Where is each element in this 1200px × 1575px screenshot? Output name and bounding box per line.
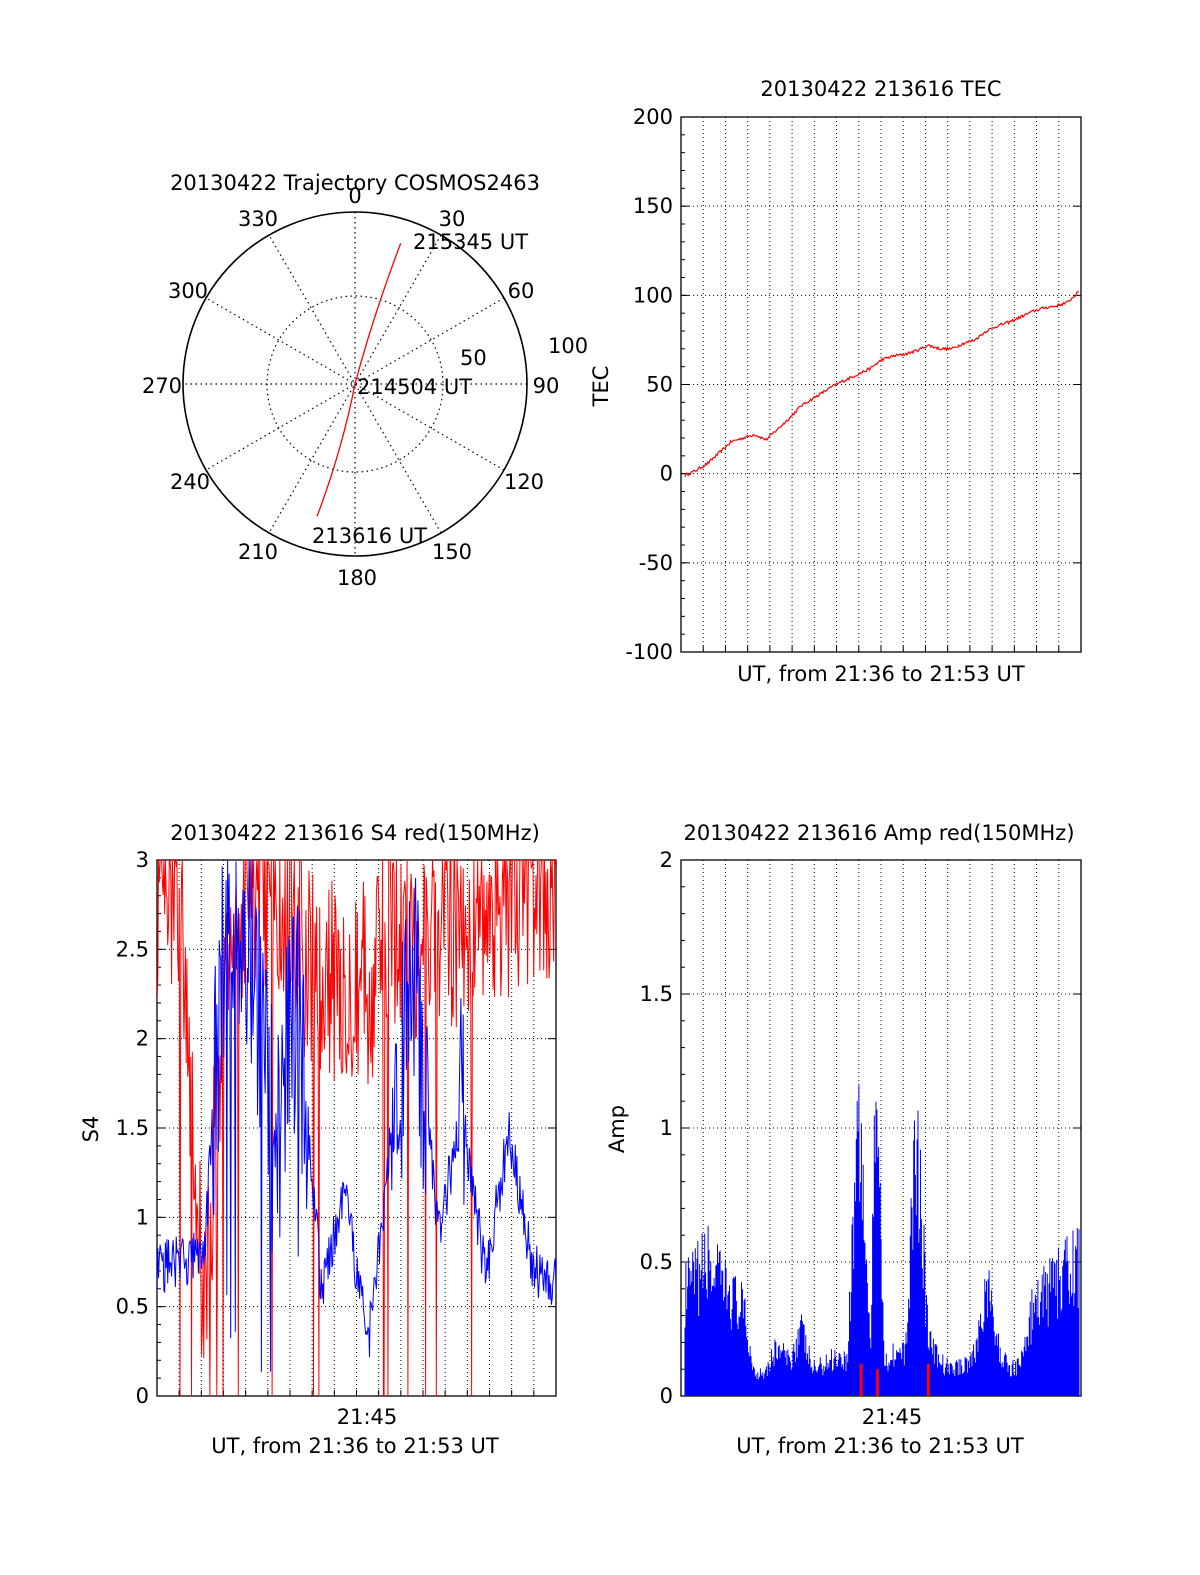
tec-axes: -100 -50 0 50 100 150 200 [625,105,1082,664]
polar-angle-label-240: 240 [170,470,210,494]
polar-grid [182,211,528,557]
amp-panel: 20130422 213616 Amp red(150MHz) Amp 21:4… [605,821,1082,1458]
trajectory-end-label: 215345 UT [413,230,528,254]
polar-angle-label-210: 210 [238,540,278,564]
s4-ytick-label: 1 [136,1205,149,1229]
polar-angle-label-180: 180 [337,566,377,590]
s4-ytick-label: 2.5 [116,937,149,961]
radial-label-50: 50 [460,346,487,370]
s4-ytick-label: 1.5 [116,1116,149,1140]
amp-blue-series [684,1085,1080,1396]
trajectory-line [316,243,402,517]
tec-ytick-label: 100 [633,283,673,307]
polar-angle-label-150: 150 [432,540,472,564]
polar-angle-label-300: 300 [168,279,208,303]
tec-ytick-label: 150 [633,194,673,218]
polar-angle-label-270: 270 [142,374,182,398]
polar-angle-label-90: 90 [533,374,560,398]
polar-angle-label-0: 0 [348,184,361,208]
amp-plot-area [684,1085,1080,1396]
s4-blue-series [157,860,556,1373]
amp-axes: 0 0.5 1 1.5 2 [640,848,1082,1408]
tec-ytick-label: -50 [639,551,673,575]
tec-panel: 20130422 213616 TEC TEC UT, from 21:36 t… [589,77,1082,686]
s4-ytick-label: 3 [136,848,149,872]
tec-ytick-label: -100 [625,640,673,664]
radial-label-100: 100 [548,334,588,358]
polar-angle-label-330: 330 [238,207,278,231]
s4-xtick-label: 21:45 [337,1405,398,1429]
amp-ytick-label: 2 [660,848,673,872]
amp-ytick-label: 0.5 [640,1250,673,1274]
s4-red-series [157,860,556,1396]
trajectory-start-label: 213616 UT [312,524,427,548]
amp-ytick-label: 1.5 [640,982,673,1006]
s4-ytick-label: 0 [136,1384,149,1408]
tec-ytick-label: 200 [633,105,673,129]
s4-ylabel: S4 [79,1116,103,1143]
s4-ytick-label: 2 [136,1027,149,1051]
tec-ytick-label: 0 [660,462,673,486]
tec-ytick-label: 50 [646,373,673,397]
amp-xtick-label: 21:45 [862,1405,923,1429]
amp-ylabel: Amp [605,1105,629,1153]
polar-angle-label-120: 120 [504,470,544,494]
amp-title: 20130422 213616 Amp red(150MHz) [683,821,1074,845]
s4-plot-area [157,860,556,1396]
tec-series-line [684,291,1080,477]
s4-series-group [157,860,556,1396]
trajectory-mid-label: 214504 UT [357,375,472,399]
polar-angle-labels: 0 30 60 90 120 150 180 210 240 270 300 330 [142,184,559,590]
s4-ytick-label: 0.5 [116,1295,149,1319]
tec-ylabel: TEC [589,366,613,408]
tec-xlabel: UT, from 21:36 to 21:53 UT [737,662,1025,686]
s4-title: 20130422 213616 S4 red(150MHz) [170,821,540,845]
amp-xlabel: UT, from 21:36 to 21:53 UT [736,1434,1024,1458]
polar-angle-label-30: 30 [439,207,466,231]
amp-ytick-label: 0 [660,1384,673,1408]
s4-panel: 20130422 213616 S4 red(150MHz) S4 21:45 … [79,821,557,1458]
s4-xlabel: UT, from 21:36 to 21:53 UT [211,1434,499,1458]
polar-angle-label-60: 60 [508,279,535,303]
tec-title: 20130422 213616 TEC [760,77,1001,101]
trajectory-title: 20130422 Trajectory COSMOS2463 [170,171,540,195]
trajectory-panel: 20130422 Trajectory COSMOS2463 0 30 60 90 12… [142,171,588,590]
amp-ytick-label: 1 [660,1116,673,1140]
